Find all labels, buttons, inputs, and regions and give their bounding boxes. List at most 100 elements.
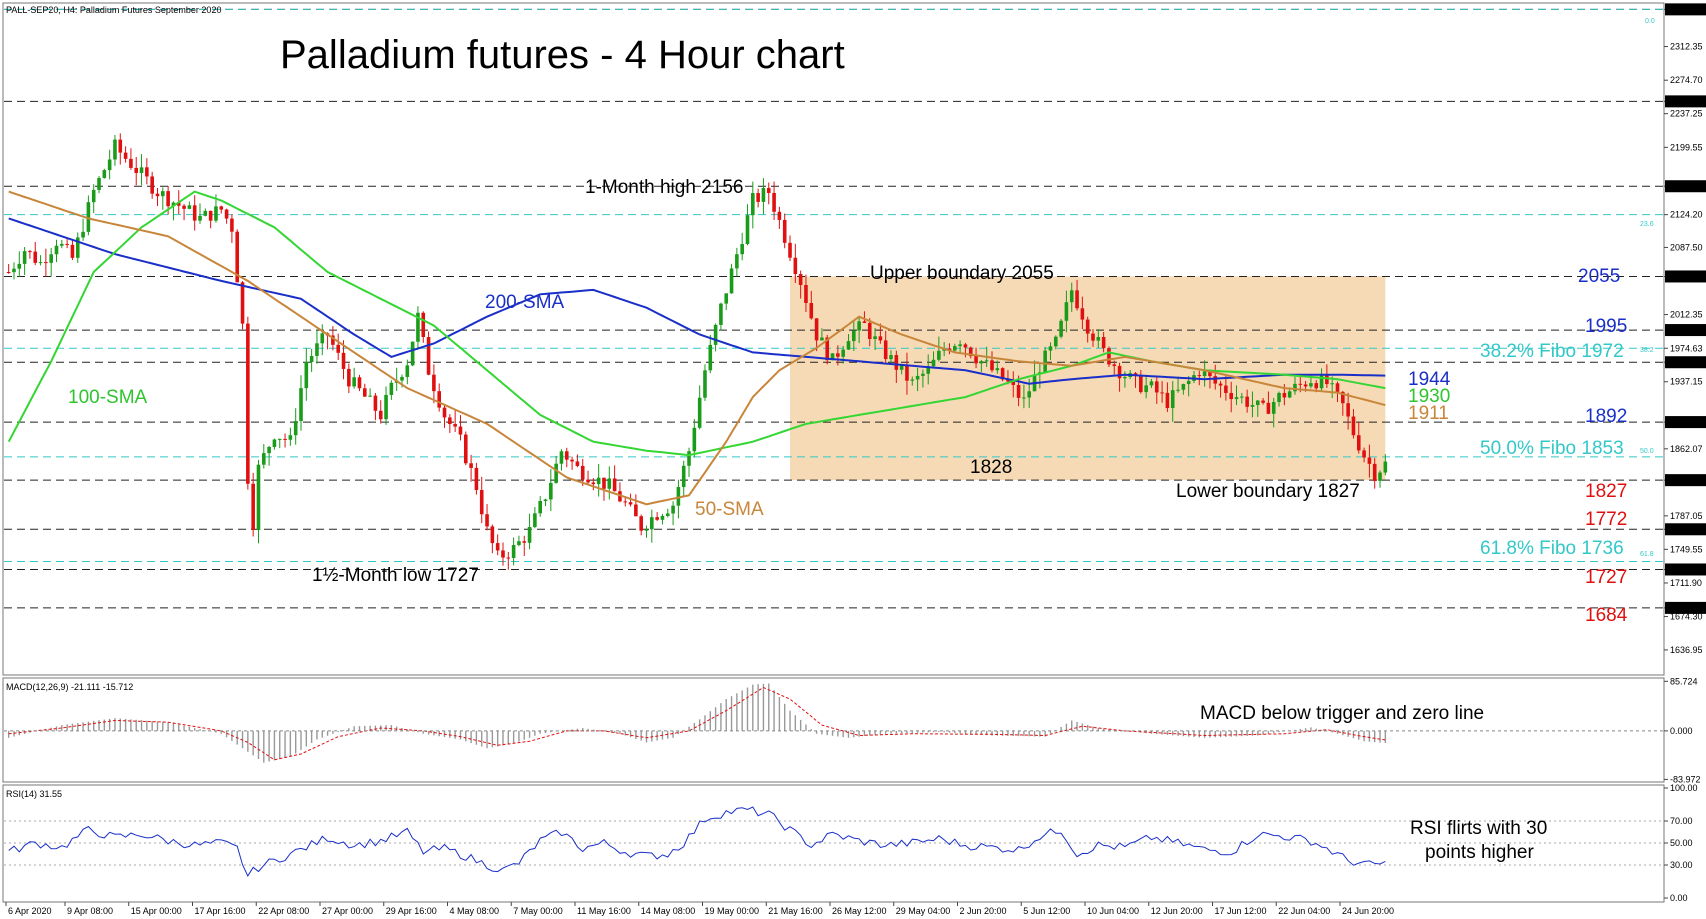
candle-body [373,395,378,411]
candle-body [639,516,643,531]
x-tick-label: 4 May 08:00 [450,906,500,916]
candle-body [527,526,532,543]
candle-body [176,202,181,206]
candle-body [198,215,202,221]
x-tick-label: 29 Apr 16:00 [386,906,437,916]
candle-body [511,545,516,558]
candle-body [1043,350,1047,373]
candle-body [1341,391,1345,404]
x-tick-label: 5 Jun 12:00 [1023,906,1070,916]
candle-body [448,417,452,424]
candle-body [671,505,675,514]
candle-body [107,159,112,171]
level-1930: 1930 [1408,386,1450,407]
candle-body [777,211,782,220]
candle-body [426,337,431,375]
candle-body [304,362,309,389]
candle-body [788,242,792,258]
price-tick-label: 1862.07 [1670,444,1703,454]
price-tag-box [1665,523,1706,536]
candle-body [798,274,803,285]
candle-body [1165,392,1170,408]
candle-body [883,340,888,360]
candle-body [756,193,760,202]
sma200-line [8,217,1386,385]
price-tag-box [1665,601,1706,614]
candle-body [782,219,787,243]
rsi-grid [4,820,1664,866]
candle-body [1048,346,1053,351]
candle-body [1144,385,1148,393]
x-tick-label: 22 Jun 04:00 [1278,906,1330,916]
candle-body [203,210,208,216]
price-tag-label: 1827.00 [1668,475,1701,485]
candle-body [899,364,904,370]
candle-body [1202,371,1207,377]
candle-body [952,346,957,351]
candle-body [1298,383,1303,385]
candle-body [846,341,851,350]
candle-body [1096,337,1101,341]
candle-body [65,243,69,245]
x-tick-label: 9 Apr 08:00 [67,906,113,916]
candle-body [378,410,383,420]
candle-body [628,502,633,505]
candle-body [1325,374,1329,385]
price-tag-box [1665,3,1706,16]
candle-body [161,191,165,197]
candle-body [506,557,511,559]
label-lower-boundary: Lower boundary 1827 [1176,481,1360,502]
candle-body [102,170,107,178]
label-200sma: 200-SMA [485,292,565,313]
fib-618-tag: 61.8 [1640,551,1654,558]
fib-236-tag: 23.6 [1640,221,1654,228]
label-50sma: 50-SMA [695,499,764,520]
candle-body [836,353,840,357]
candle-body [22,251,27,264]
candle-body [1261,400,1265,403]
fib-382-tag: 38.2 [1640,347,1654,354]
x-tick-label: 26 May 12:00 [832,906,887,916]
candle-body [352,377,356,387]
candle-body [995,368,1000,371]
label-1828: 1828 [970,457,1012,478]
price-tick-label: 1787.05 [1670,511,1703,521]
candle-body [368,395,372,397]
candle-body [224,209,229,219]
candle-body [192,205,197,221]
candle-body [644,529,649,531]
fib-50-tag: 50.0 [1640,448,1654,455]
x-tick-label: 15 Apr 00:00 [131,906,182,916]
candle-body [1149,381,1154,386]
candle-body [1011,381,1016,385]
price-tag-label: 2156.00 [1668,181,1701,191]
candle-body [947,348,952,351]
candle-body [522,541,527,543]
candle-body [501,550,505,558]
macd-histogram [7,683,1387,763]
candle-body [272,439,277,447]
macd-signal-line [8,686,1386,761]
candle-body [984,360,989,362]
candle-body [33,251,38,263]
candle-body [974,356,978,364]
price-tag-label: 2251.00 [1668,96,1701,106]
candle-body [495,543,500,551]
candle-body [293,421,298,436]
candle-body [825,337,830,361]
candle-body [1176,389,1180,391]
candle-body [1346,403,1350,417]
label-month-low: 1½-Month low 1727 [312,565,479,586]
candle-body [1085,319,1090,334]
rsi-note-1: RSI flirts with 30 [1410,818,1547,839]
rsi-title: RSI(14) 31.55 [6,789,62,799]
level-1944: 1944 [1408,369,1451,390]
candle-body [1234,397,1239,400]
candle-body [362,388,367,397]
x-tick-label: 17 Apr 16:00 [195,906,246,916]
x-tick-label: 2 Jun 20:00 [960,906,1007,916]
candle-body [761,188,766,202]
candle-body [766,188,771,193]
candle-body [235,231,240,283]
fibo-levels [4,8,1664,562]
